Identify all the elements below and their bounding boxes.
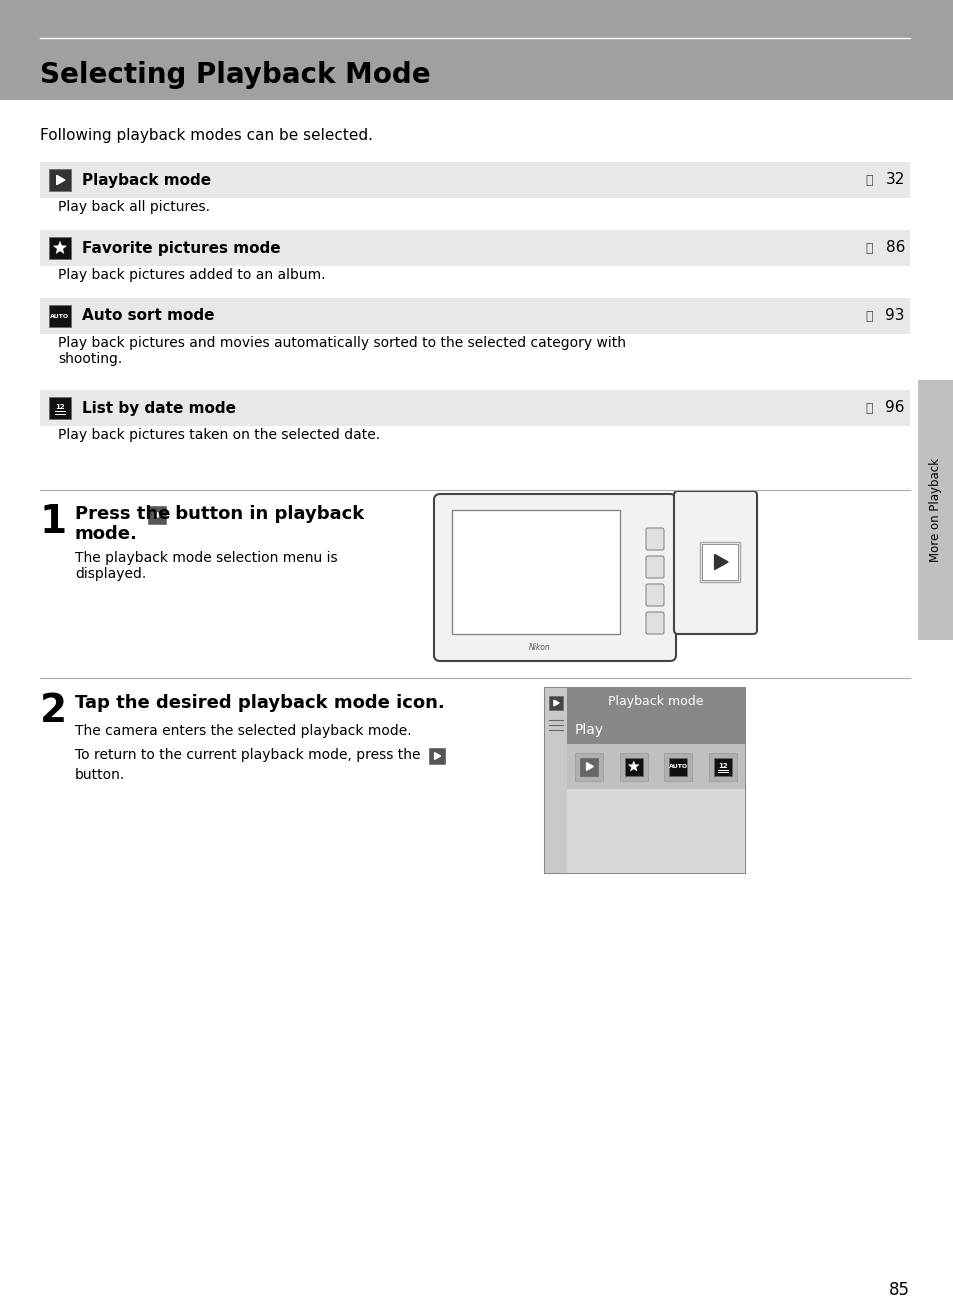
Bar xyxy=(544,689,566,872)
Bar xyxy=(619,753,647,781)
Text: List by date mode: List by date mode xyxy=(82,401,235,415)
Text: Playback mode: Playback mode xyxy=(82,172,211,188)
Polygon shape xyxy=(53,242,67,254)
Text: 📖: 📖 xyxy=(864,402,872,414)
Text: 85: 85 xyxy=(888,1281,909,1300)
Bar xyxy=(566,788,744,872)
Text: Play back pictures and movies automatically sorted to the selected category with: Play back pictures and movies automatica… xyxy=(58,336,625,367)
Text: Play back pictures added to an album.: Play back pictures added to an album. xyxy=(58,268,325,283)
Polygon shape xyxy=(554,700,558,706)
Text: 📖: 📖 xyxy=(864,173,872,187)
Text: button in playback: button in playback xyxy=(169,505,364,523)
Bar xyxy=(49,170,71,191)
FancyBboxPatch shape xyxy=(645,528,663,551)
Bar xyxy=(49,397,71,419)
Text: 12: 12 xyxy=(718,762,727,769)
Bar xyxy=(0,0,953,100)
Bar xyxy=(452,510,619,633)
Text: 📖: 📖 xyxy=(864,242,872,255)
Text: The playback mode selection menu is: The playback mode selection menu is xyxy=(75,551,337,565)
Text: Press the: Press the xyxy=(75,505,176,523)
Text: mode.: mode. xyxy=(75,526,138,543)
Text: 93: 93 xyxy=(884,309,904,323)
Text: To return to the current playback mode, press the: To return to the current playback mode, … xyxy=(75,748,420,762)
Bar xyxy=(40,162,909,198)
Bar xyxy=(544,689,744,872)
Text: 📖: 📖 xyxy=(864,310,872,322)
Polygon shape xyxy=(56,175,65,185)
Bar xyxy=(566,716,744,744)
Text: 86: 86 xyxy=(884,240,904,255)
Text: AUTO: AUTO xyxy=(51,314,70,318)
Text: displayed.: displayed. xyxy=(75,568,146,581)
Bar xyxy=(669,757,686,775)
FancyBboxPatch shape xyxy=(645,583,663,606)
Text: Following playback modes can be selected.: Following playback modes can be selected… xyxy=(40,127,373,143)
Bar xyxy=(566,689,744,716)
Text: button.: button. xyxy=(75,767,125,782)
FancyBboxPatch shape xyxy=(645,612,663,633)
Bar xyxy=(40,230,909,265)
Bar xyxy=(49,237,71,259)
Polygon shape xyxy=(435,753,440,759)
Polygon shape xyxy=(714,555,727,569)
Polygon shape xyxy=(154,511,161,519)
Text: 1: 1 xyxy=(40,503,67,541)
Bar xyxy=(579,757,598,775)
Text: Favorite pictures mode: Favorite pictures mode xyxy=(82,240,280,255)
Text: Auto sort mode: Auto sort mode xyxy=(82,309,214,323)
Text: More on Playback: More on Playback xyxy=(928,459,942,562)
Bar xyxy=(148,506,166,524)
Text: Selecting Playback Mode: Selecting Playback Mode xyxy=(40,60,430,89)
Text: 12: 12 xyxy=(55,403,65,410)
Bar xyxy=(575,753,602,781)
Text: Play: Play xyxy=(575,723,603,737)
Bar xyxy=(429,748,444,763)
Text: The camera enters the selected playback mode.: The camera enters the selected playback … xyxy=(75,724,411,738)
Bar xyxy=(663,753,692,781)
Text: 2: 2 xyxy=(40,692,67,731)
Bar xyxy=(624,757,642,775)
Polygon shape xyxy=(586,762,593,770)
FancyBboxPatch shape xyxy=(673,491,757,633)
Text: Play back all pictures.: Play back all pictures. xyxy=(58,200,210,214)
Bar xyxy=(713,757,731,775)
Bar xyxy=(708,753,736,781)
FancyBboxPatch shape xyxy=(645,556,663,578)
Polygon shape xyxy=(628,761,639,771)
Text: Tap the desired playback mode icon.: Tap the desired playback mode icon. xyxy=(75,694,444,712)
Bar xyxy=(40,298,909,334)
Bar xyxy=(40,390,909,426)
Text: 32: 32 xyxy=(884,172,904,188)
Text: Nikon: Nikon xyxy=(529,643,550,652)
Bar xyxy=(917,380,953,640)
Text: Playback mode: Playback mode xyxy=(608,695,703,708)
Bar xyxy=(701,544,738,579)
Text: AUTO: AUTO xyxy=(668,763,687,769)
FancyBboxPatch shape xyxy=(434,494,676,661)
Bar xyxy=(49,305,71,327)
Text: 96: 96 xyxy=(884,401,904,415)
Text: Play back pictures taken on the selected date.: Play back pictures taken on the selected… xyxy=(58,428,379,442)
Bar xyxy=(548,696,562,710)
Bar xyxy=(566,744,744,788)
Bar xyxy=(700,541,740,582)
